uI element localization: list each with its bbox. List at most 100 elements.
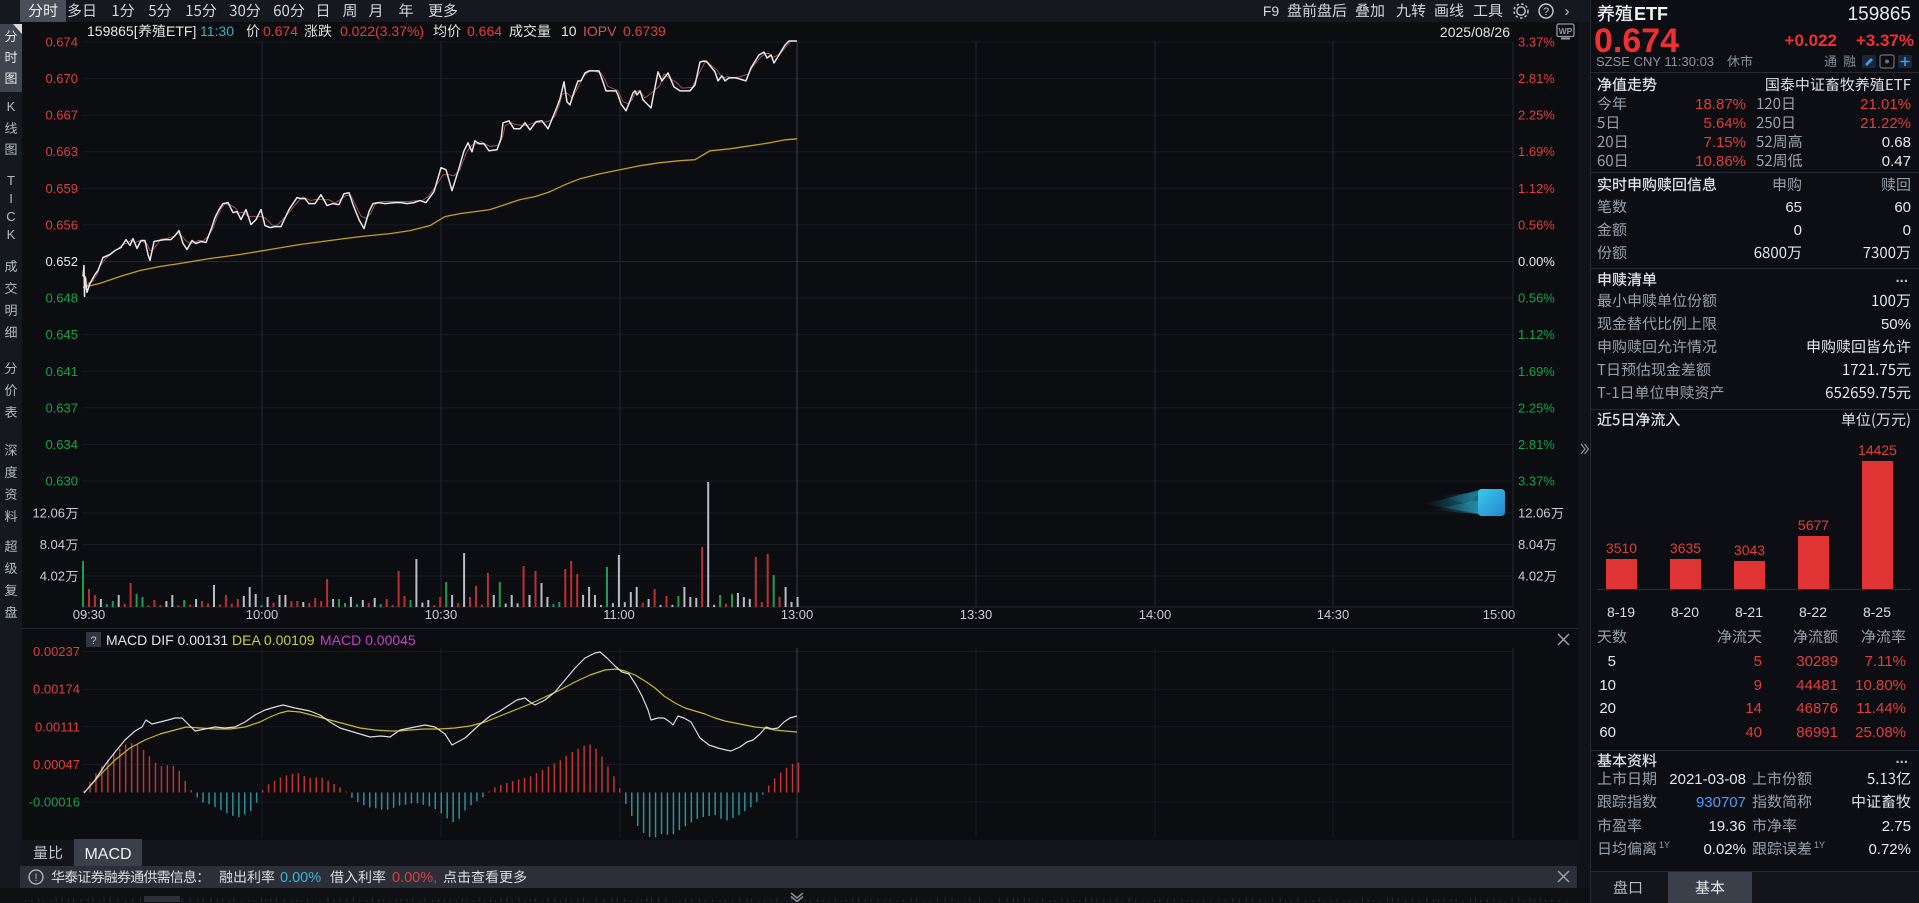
svg-text:SZSE CNY 11:30:03: SZSE CNY 11:30:03 [1596, 54, 1714, 69]
svg-text:20: 20 [1599, 700, 1616, 717]
svg-text:0.00%,: 0.00%, [392, 870, 437, 886]
svg-text:18.87%: 18.87% [1695, 96, 1746, 113]
svg-text:...: ... [1895, 269, 1908, 286]
svg-text:ETF]: ETF] [166, 23, 196, 39]
svg-text:2.81%: 2.81% [1518, 71, 1555, 86]
svg-text:8.04: 8.04 [40, 537, 65, 552]
svg-text:0.645: 0.645 [45, 327, 78, 342]
svg-text:7.11%: 7.11% [1865, 653, 1906, 670]
svg-text:11.44%: 11.44% [1856, 700, 1906, 717]
svg-text:0.6739: 0.6739 [623, 23, 666, 39]
svg-text:0.648: 0.648 [45, 291, 78, 306]
svg-text:!: ! [34, 872, 37, 884]
svg-text:10:00: 10:00 [246, 607, 279, 622]
svg-text:0.00237: 0.00237 [33, 644, 80, 659]
svg-text:8-25: 8-25 [1863, 604, 1891, 620]
svg-text:ETF: ETF [1634, 4, 1668, 24]
svg-text:21.01%: 21.01% [1860, 96, 1911, 113]
svg-text:I: I [9, 191, 13, 206]
svg-text:12.06: 12.06 [1518, 506, 1551, 521]
svg-text:0.659: 0.659 [45, 181, 78, 196]
svg-text:0.670: 0.670 [45, 71, 78, 86]
svg-text:10: 10 [1599, 677, 1616, 694]
svg-text:5677: 5677 [1798, 517, 1829, 533]
svg-text:0.00%: 0.00% [1518, 254, 1555, 269]
svg-text:40: 40 [1745, 724, 1762, 741]
svg-text:IOPV: IOPV [583, 23, 617, 39]
svg-text:3635: 3635 [1670, 540, 1701, 556]
svg-text:K: K [7, 227, 16, 242]
svg-text:?: ? [1543, 6, 1549, 18]
svg-text:0.630: 0.630 [45, 474, 78, 489]
svg-text:0.00174: 0.00174 [33, 682, 80, 697]
svg-text:...: ... [1895, 750, 1908, 767]
svg-text:44481: 44481 [1796, 677, 1838, 694]
svg-text:0.68: 0.68 [1882, 134, 1911, 151]
svg-text:0.674: 0.674 [263, 23, 298, 39]
svg-text:09:30: 09:30 [73, 607, 106, 622]
svg-text:3.37%: 3.37% [1518, 35, 1555, 50]
svg-text:0.674: 0.674 [1594, 22, 1679, 60]
svg-text:?: ? [90, 635, 96, 647]
svg-text:+3.37%: +3.37% [1856, 31, 1914, 50]
svg-text:0.02%: 0.02% [1703, 841, 1746, 858]
svg-text:2025/08/26: 2025/08/26 [1440, 24, 1510, 40]
svg-text:0.667: 0.667 [45, 108, 78, 123]
svg-text:5: 5 [1754, 653, 1762, 670]
svg-text:0.47: 0.47 [1882, 153, 1911, 170]
svg-text:4.02: 4.02 [1518, 569, 1543, 584]
svg-text:0.56%: 0.56% [1518, 217, 1555, 232]
svg-text:2.75: 2.75 [1882, 818, 1911, 835]
svg-text:0.674: 0.674 [45, 35, 78, 50]
svg-text:1.12%: 1.12% [1518, 327, 1555, 342]
svg-text:13:00: 13:00 [781, 607, 814, 622]
svg-text:14:00: 14:00 [1139, 607, 1172, 622]
svg-text:14:30: 14:30 [1317, 607, 1350, 622]
svg-text:86991: 86991 [1796, 724, 1838, 741]
svg-text:930707: 930707 [1696, 794, 1746, 811]
svg-text:3.37%: 3.37% [1518, 474, 1555, 489]
svg-text:0.641: 0.641 [45, 364, 78, 379]
svg-text:C: C [6, 209, 15, 224]
svg-text:8-20: 8-20 [1671, 604, 1699, 620]
svg-text:0.00047: 0.00047 [33, 757, 80, 772]
svg-text:F9: F9 [1263, 3, 1280, 19]
svg-text:2.81%: 2.81% [1518, 437, 1555, 452]
svg-text:15:00: 15:00 [1483, 607, 1516, 622]
svg-text:0: 0 [1794, 222, 1802, 239]
svg-text:1.12%: 1.12% [1518, 181, 1555, 196]
svg-text:0.637: 0.637 [45, 400, 78, 415]
svg-text:3043: 3043 [1734, 542, 1765, 558]
svg-text:8-21: 8-21 [1735, 604, 1763, 620]
svg-text:5: 5 [1608, 653, 1616, 670]
svg-text:8-19: 8-19 [1607, 604, 1635, 620]
svg-text:0.652: 0.652 [45, 254, 78, 269]
svg-text:-0.00016: -0.00016 [29, 795, 80, 810]
svg-text:+0.022: +0.022 [1785, 31, 1837, 50]
svg-text:21.22%: 21.22% [1860, 115, 1911, 132]
svg-text:11:00: 11:00 [603, 607, 635, 622]
svg-text:30289: 30289 [1796, 653, 1838, 670]
svg-text:1.69%: 1.69% [1518, 144, 1555, 159]
svg-text:0.634: 0.634 [45, 437, 78, 452]
svg-text:50%: 50% [1881, 316, 1911, 333]
svg-text:159865[: 159865[ [87, 23, 138, 39]
svg-text:10.86%: 10.86% [1695, 153, 1746, 170]
svg-text:60: 60 [1894, 199, 1911, 216]
svg-text:1Y: 1Y [1814, 840, 1825, 850]
svg-text:1.69%: 1.69% [1518, 364, 1555, 379]
svg-text:MACD: MACD [84, 846, 131, 863]
svg-text:0.022(3.37%): 0.022(3.37%) [340, 23, 424, 39]
svg-text:11:30: 11:30 [200, 23, 234, 39]
svg-text:19.36: 19.36 [1708, 818, 1746, 835]
svg-text:2021-03-08: 2021-03-08 [1669, 771, 1746, 788]
svg-text:159865: 159865 [1848, 4, 1911, 25]
svg-text:8-22: 8-22 [1799, 604, 1827, 620]
svg-text:4.02: 4.02 [40, 569, 65, 584]
svg-text:0.664: 0.664 [467, 23, 502, 39]
svg-text:T: T [7, 173, 15, 188]
svg-text:›: › [1565, 3, 1570, 20]
svg-text:MACD DIF 0.00131: MACD DIF 0.00131 [106, 632, 228, 648]
svg-text:65: 65 [1785, 199, 1802, 216]
svg-text:1Y: 1Y [1659, 840, 1670, 850]
